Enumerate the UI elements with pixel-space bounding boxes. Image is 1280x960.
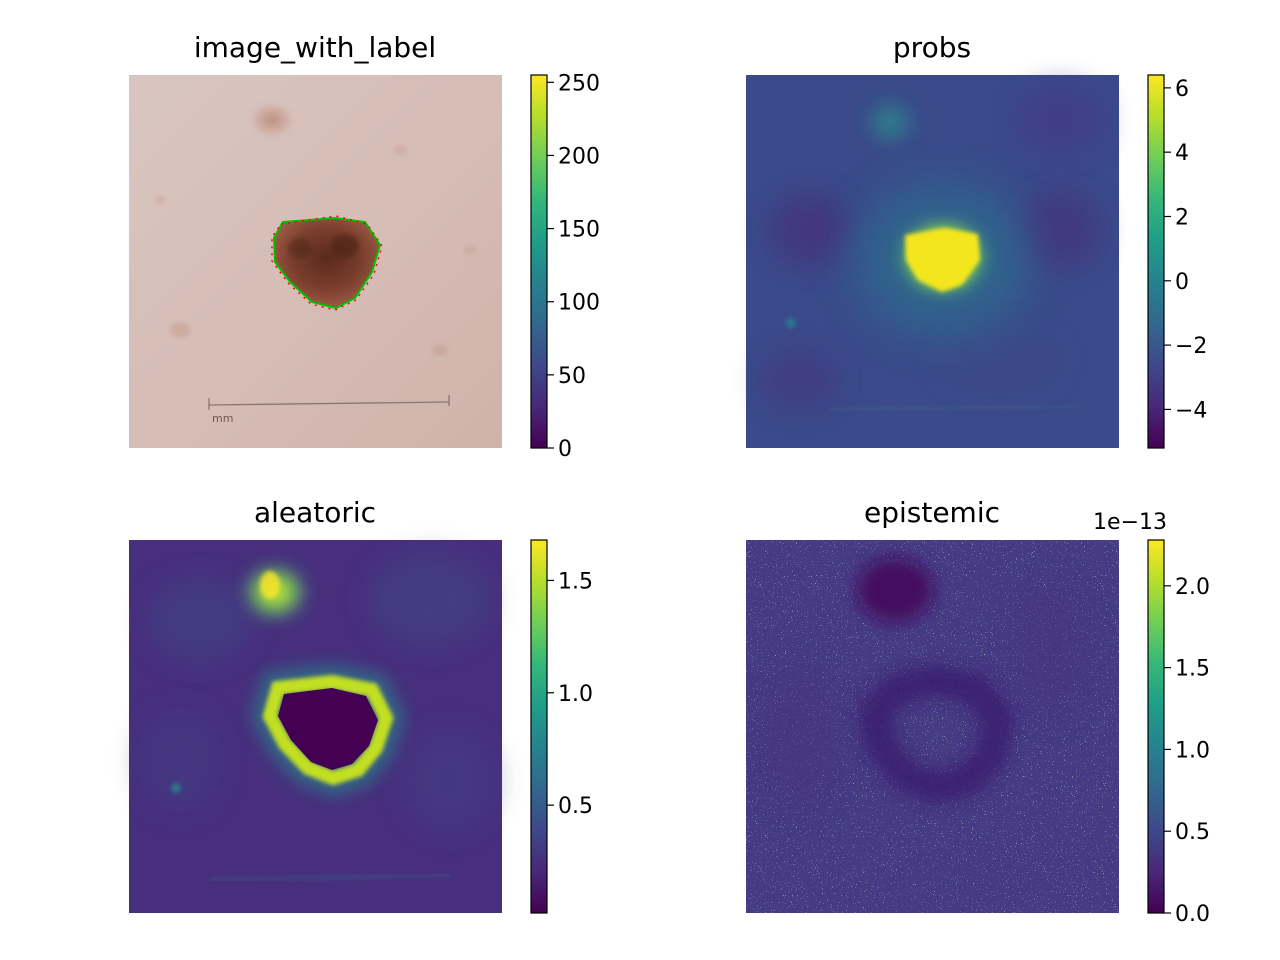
colorbar-scale [530,74,548,449]
colorbar-tick-label: 1.5 [1175,657,1210,682]
colorbar-tick-label: −2 [1175,334,1207,359]
aleatoric-image [129,540,502,913]
colorbar-tick-label: 2.0 [1175,575,1210,600]
colorbar-epistemic: 0.0 0.5 1.0 1.5 2.0 1e−13 [1093,510,1210,927]
panel-aleatoric: aleatoric 0.5 1.0 1.5 [129,496,593,914]
panel-probs: probs −4 −2 0 2 4 6 [746,31,1207,449]
colorbar-tick-label: 0.5 [558,794,593,819]
colorbar-image-with-label: 0 50 100 150 200 250 [530,71,600,462]
colorbar-tick-label: 1.5 [558,569,593,594]
panel-title: probs [893,31,971,64]
colorbar-tick-label: 1.0 [558,682,593,707]
colorbar-tick-label: 6 [1175,77,1189,102]
colorbar-probs: −4 −2 0 2 4 6 [1147,74,1207,449]
colorbar-tick-label: 100 [558,291,600,316]
epistemic-image [746,540,1119,913]
colorbar-tick-label: 250 [558,71,600,96]
panel-image-with-label: image_with_label mm 0 50 100 150 200 250 [129,31,600,462]
colorbar-tick-label: 0.0 [1175,902,1210,927]
colorbar-tick-label: 2 [1175,205,1189,230]
probs-image [746,75,1119,448]
ruler-label: mm [212,412,233,425]
colorbar-scale [1147,74,1165,449]
panel-title: image_with_label [194,31,436,64]
panel-title: aleatoric [254,496,376,529]
colorbar-tick-label: −4 [1175,398,1207,423]
skin-image: mm [129,75,502,448]
colorbar-tick-label: 0.5 [1175,820,1210,845]
colorbar-aleatoric: 0.5 1.0 1.5 [530,539,593,914]
colorbar-tick-label: 1.0 [1175,738,1210,763]
colorbar-multiplier: 1e−13 [1093,510,1167,535]
colorbar-tick-label: 200 [558,144,600,169]
colorbar-tick-label: 0 [558,437,572,462]
colorbar-tick-label: 0 [1175,270,1189,295]
colorbar-tick-label: 4 [1175,141,1189,166]
panel-epistemic: epistemic 0.0 0.5 1.0 1.5 2.0 1e−13 [746,496,1210,927]
ruler [208,395,450,410]
panel-title: epistemic [864,496,1000,529]
lesion-contour-green [272,216,382,310]
colorbar-tick-label: 50 [558,364,586,389]
colorbar-tick-label: 150 [558,218,600,243]
colorbar-scale [530,539,548,914]
colorbar-scale [1147,539,1165,914]
